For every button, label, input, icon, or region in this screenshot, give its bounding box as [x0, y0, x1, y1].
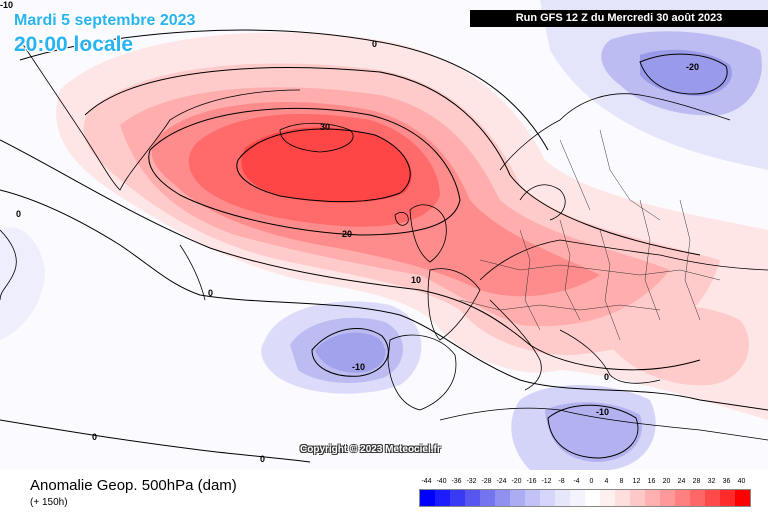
legend-tick-label: -28 [481, 478, 492, 485]
legend-tick-label: 40 [737, 478, 746, 485]
forecast-date: Mardi 5 septembre 2023 [14, 12, 196, 29]
contour-label-0-med: 0 [604, 372, 609, 382]
legend-tick-label: 16 [647, 478, 656, 485]
coastlines [0, 39, 768, 441]
legend-tick-label: -36 [451, 478, 462, 485]
contour-label-10: 10 [411, 275, 421, 285]
legend-swatch [495, 490, 510, 506]
legend-swatch [660, 490, 675, 506]
contour-label-0-atlantic: 0 [208, 288, 213, 298]
legend-tick-label: 4 [604, 478, 609, 485]
contour-label-20: 20 [342, 229, 352, 239]
contour-label-0-west: 0 [16, 209, 21, 219]
legend-swatch [450, 490, 465, 506]
legend-swatch [735, 490, 750, 506]
corner-contour-label: -10 [0, 0, 14, 10]
legend-tick-label: -8 [558, 478, 565, 485]
legend-swatch [675, 490, 690, 506]
legend-tick-label: 0 [589, 478, 594, 485]
legend-swatch [690, 490, 705, 506]
legend-swatch [615, 490, 630, 506]
legend-tick-label: 24 [677, 478, 686, 485]
legend-tick-label: 12 [632, 478, 641, 485]
legend-tick-label: -44 [421, 478, 432, 485]
legend-tick-label: 8 [619, 478, 624, 485]
map-caption: Anomalie Geop. 500hPa (dam) [30, 477, 237, 494]
color-scale-legend [419, 489, 751, 507]
legend-tick-label: -32 [466, 478, 477, 485]
legend-swatch [465, 490, 480, 506]
legend-tick-label: -20 [511, 478, 522, 485]
legend-tick-label: -16 [526, 478, 537, 485]
forecast-lead-time: (+ 150h) [30, 497, 68, 508]
footer-panel: Anomalie Geop. 500hPa (dam) (+ 150h) -44… [0, 470, 768, 512]
forecast-local-time: 20:00 locale [14, 33, 134, 56]
legend-swatch [525, 490, 540, 506]
legend-swatch [630, 490, 645, 506]
legend-tick-label: -12 [541, 478, 552, 485]
contour-label-minus10-med: -10 [596, 407, 609, 417]
legend-swatch [420, 490, 435, 506]
model-run-banner: Run GFS 12 Z du Mercredi 30 août 2023 [470, 10, 768, 27]
legend-swatch [510, 490, 525, 506]
contour-labels: 0 30 20 10 0 0 -10 -10 0 0 -20 0 [16, 39, 699, 464]
copyright-text: Copyright © 2023 Meteociel.fr [300, 444, 441, 455]
legend-tick-label: -40 [436, 478, 447, 485]
contour-lines [0, 29, 768, 463]
contour-label-0-bottom: 0 [260, 454, 265, 464]
contour-label-0-north: 0 [372, 39, 377, 49]
legend-tick-label: 28 [692, 478, 701, 485]
legend-tick-label: -4 [573, 478, 580, 485]
legend-swatch [585, 490, 600, 506]
contour-label-minus10-atlantic: -10 [352, 362, 365, 372]
legend-swatch [555, 490, 570, 506]
legend-tick-labels: -44 -40 -36 -32 -28 -24 -20 -16 -12 -8 -4 0 4 8 12 16 20… [412, 478, 754, 488]
legend-swatch [480, 490, 495, 506]
contour-label-0-south: 0 [92, 432, 97, 442]
legend-swatch [540, 490, 555, 506]
legend-swatch [435, 490, 450, 506]
legend-tick-label: -24 [496, 478, 507, 485]
legend-tick-label: 20 [662, 478, 671, 485]
legend-swatch [570, 490, 585, 506]
legend-swatch [645, 490, 660, 506]
legend-swatch [600, 490, 615, 506]
legend-tick-label: 36 [722, 478, 731, 485]
contour-label-minus20: -20 [686, 62, 699, 72]
legend-swatch [720, 490, 735, 506]
negative-anomaly-shading [0, 0, 768, 470]
legend-tick-label: 32 [707, 478, 716, 485]
anomaly-map: 0 30 20 10 0 0 -10 -10 0 0 -20 0 [0, 0, 768, 470]
legend-swatch [705, 490, 720, 506]
contour-label-30: 30 [320, 122, 330, 132]
country-borders [459, 129, 721, 341]
